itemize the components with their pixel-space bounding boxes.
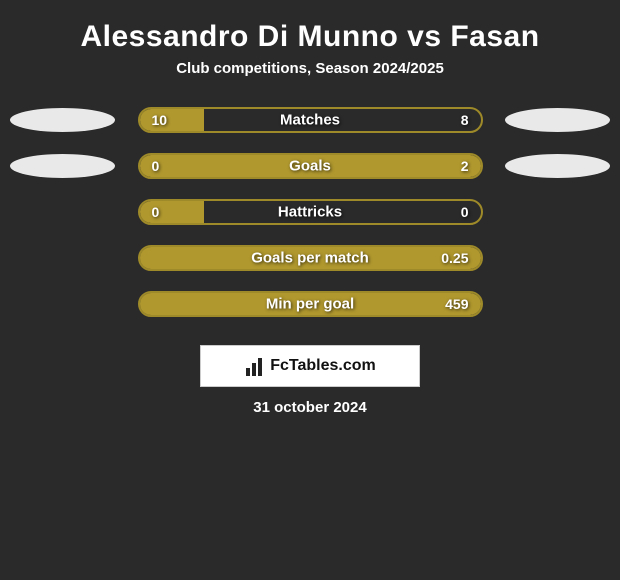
subtitle: Club competitions, Season 2024/2025 (0, 60, 620, 77)
stat-value-left: 0 (152, 158, 160, 174)
player-avatar-left (10, 154, 115, 178)
stat-rows: Matches 10 8 Goals 0 2 Hattricks 0 0 Goals per ma… (0, 107, 620, 317)
player-avatar-right (505, 154, 610, 178)
stat-bar: Goals per match 0.25 (138, 245, 483, 271)
left-avatar-slot (8, 108, 118, 132)
stat-label: Goals (289, 158, 331, 175)
bar-fill-left (140, 201, 205, 223)
right-avatar-slot (503, 154, 613, 178)
player-avatar-right (505, 108, 610, 132)
bar-chart-icon (244, 356, 264, 376)
stat-row: Goals 0 2 (0, 153, 620, 179)
brand-badge[interactable]: FcTables.com (200, 345, 420, 387)
stat-label: Hattricks (278, 204, 342, 221)
right-avatar-slot (503, 108, 613, 132)
stat-bar: Matches 10 8 (138, 107, 483, 133)
bar-fill-left (140, 155, 205, 177)
brand-text: FcTables.com (270, 357, 376, 375)
bar-fill-right (204, 155, 480, 177)
comparison-card: Alessandro Di Munno vs Fasan Club compet… (0, 0, 620, 426)
stat-value-right: 2 (461, 158, 469, 174)
date-label: 31 october 2024 (0, 399, 620, 416)
stat-value-right: 459 (445, 296, 468, 312)
stat-value-right: 8 (461, 112, 469, 128)
player-avatar-left (10, 108, 115, 132)
left-avatar-slot (8, 154, 118, 178)
stat-label: Matches (280, 112, 340, 129)
stat-bar: Min per goal 459 (138, 291, 483, 317)
stat-label: Min per goal (266, 296, 354, 313)
stat-row: Goals per match 0.25 (0, 245, 620, 271)
page-title: Alessandro Di Munno vs Fasan (0, 20, 620, 54)
stat-label: Goals per match (251, 250, 369, 267)
stat-value-left: 10 (152, 112, 168, 128)
bar-fill-left (140, 109, 205, 131)
stat-bar: Goals 0 2 (138, 153, 483, 179)
stat-bar: Hattricks 0 0 (138, 199, 483, 225)
stat-value-right: 0.25 (441, 250, 468, 266)
stat-row: Min per goal 459 (0, 291, 620, 317)
stat-value-right: 0 (461, 204, 469, 220)
stat-row: Hattricks 0 0 (0, 199, 620, 225)
stat-row: Matches 10 8 (0, 107, 620, 133)
stat-value-left: 0 (152, 204, 160, 220)
